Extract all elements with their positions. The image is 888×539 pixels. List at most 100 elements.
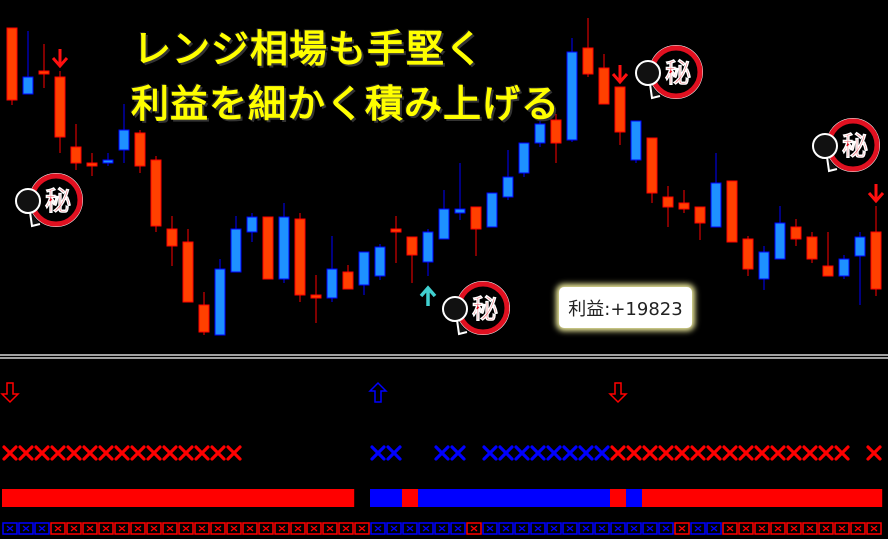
x-mark-icon [610, 445, 626, 461]
status-box [354, 522, 370, 535]
status-box [194, 522, 210, 535]
bear-candle [310, 275, 322, 323]
box-x-icon [694, 525, 702, 532]
candle-body [870, 231, 882, 290]
box-x-icon [342, 525, 350, 532]
arrow-shape [51, 49, 69, 69]
secret-stamp-icon: 秘 [442, 281, 510, 336]
box-x-icon [486, 525, 494, 532]
box-x-icon [406, 525, 414, 532]
bear-candle [342, 265, 354, 290]
box-x-icon [86, 525, 94, 532]
trend-bar-segment [2, 489, 19, 507]
box-frame [866, 522, 882, 535]
status-box [626, 522, 642, 535]
bull-candle [854, 232, 866, 305]
bear-candle [262, 216, 274, 280]
status-box [258, 522, 274, 535]
trend-bar-segment [290, 489, 307, 507]
box-x-icon [134, 525, 142, 532]
stamp-glyph: 秘 [472, 294, 498, 325]
bear-candle [294, 213, 306, 302]
bear-candle [470, 206, 482, 256]
box-x-icon [678, 525, 686, 532]
box-x-icon [598, 525, 606, 532]
box-x-icon [118, 525, 126, 532]
bull-candle [214, 259, 226, 336]
trend-bar-segment [386, 489, 403, 507]
stamp-head [442, 296, 468, 322]
box-x-icon [662, 525, 670, 532]
status-box [642, 522, 658, 535]
status-box [178, 522, 194, 535]
candle-body [102, 159, 114, 164]
x-mark-icon [754, 445, 770, 461]
candle-body [214, 268, 226, 336]
box-frame [642, 522, 658, 535]
stamp-glyph: 秘 [665, 58, 691, 89]
bear-candle [806, 232, 818, 263]
box-x-icon [198, 525, 206, 532]
status-box [578, 522, 594, 535]
box-x-icon [102, 525, 110, 532]
stamp-glyph: 秘 [842, 131, 868, 162]
box-x-icon [230, 525, 238, 532]
bull-candle [774, 206, 786, 260]
box-frame [370, 522, 386, 535]
candle-body [438, 208, 450, 240]
status-box [130, 522, 146, 535]
arrow-shape [867, 184, 885, 204]
x-mark-icon [802, 445, 818, 461]
trend-bar-segment [530, 489, 547, 507]
x-mark-icon [514, 445, 530, 461]
candle-body [710, 182, 722, 228]
bull-candle [534, 112, 546, 147]
trend-bar-segment [802, 489, 819, 507]
x-mark-icon [98, 445, 114, 461]
box-x-icon [70, 525, 78, 532]
bear-candle [134, 130, 146, 173]
box-x-icon [710, 525, 718, 532]
box-x-icon [742, 525, 750, 532]
status-box [818, 522, 834, 535]
candle-body [678, 202, 690, 210]
box-x-icon [870, 525, 878, 532]
box-x-icon [566, 525, 574, 532]
status-box [338, 522, 354, 535]
x-mark-icon [834, 445, 850, 461]
candle-body [806, 236, 818, 260]
arrow-shape [419, 285, 437, 306]
trend-bar-segment [450, 489, 467, 507]
candle-body [822, 265, 834, 277]
box-x-icon [6, 525, 14, 532]
status-box [50, 522, 66, 535]
status-box [370, 522, 386, 535]
box-frame [658, 522, 674, 535]
bull-candle [278, 203, 290, 283]
trend-bar-segment [642, 489, 659, 507]
box-x-icon [454, 525, 462, 532]
box-frame [754, 522, 770, 535]
x-mark-icon [386, 445, 402, 461]
status-box [210, 522, 226, 535]
box-x-icon [390, 525, 398, 532]
secret-stamp-icon: 秘 [635, 45, 703, 100]
trend-bar-segment [626, 489, 643, 507]
status-box [466, 522, 482, 535]
candle-body [150, 159, 162, 227]
status-box [546, 522, 562, 535]
bull-candle [358, 251, 370, 295]
candle-body [662, 196, 674, 208]
bull-candle [518, 142, 530, 177]
stamp-neck [29, 211, 41, 228]
bull-candle [566, 38, 578, 142]
x-mark-icon [114, 445, 130, 461]
candle-body [838, 258, 850, 277]
bear-candle [6, 27, 18, 105]
headline-line-2: 利益を細かく積み上げる [131, 82, 561, 126]
box-x-icon [822, 525, 830, 532]
box-x-icon [470, 525, 478, 532]
trend-bar-segment [210, 489, 227, 507]
bear-candle [582, 18, 594, 77]
